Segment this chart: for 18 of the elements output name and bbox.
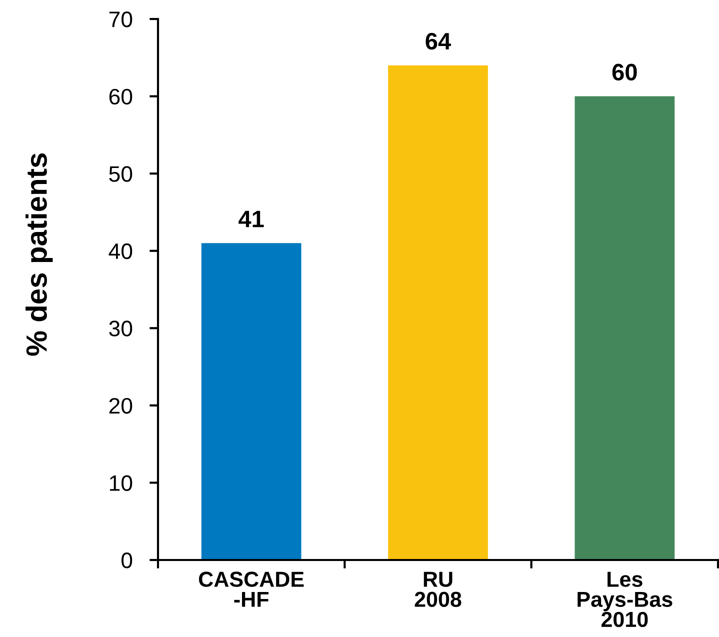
x-tick-label: CASCADE -HF	[198, 572, 304, 607]
y-tick-label: 70	[109, 12, 132, 28]
y-tick-label: 50	[109, 166, 132, 182]
y-tick-label: 10	[110, 475, 132, 491]
bar	[201, 243, 302, 560]
y-tick-label: 30	[109, 320, 132, 336]
bar	[574, 96, 675, 560]
y-tick-label: 0	[122, 552, 132, 568]
y-tick-label: 60	[109, 88, 132, 105]
data-label: 41	[238, 210, 264, 228]
data-label: 64	[426, 32, 452, 50]
y-axis-title: % des patients	[26, 153, 53, 356]
bar	[388, 65, 488, 560]
y-tick-label: 20	[109, 398, 132, 414]
x-tick-label: RU 2008	[414, 572, 462, 607]
data-label: 60	[612, 64, 637, 81]
x-tick-label: Les Pays-Bas 2010	[578, 572, 672, 628]
y-tick-label: 40	[108, 243, 132, 260]
